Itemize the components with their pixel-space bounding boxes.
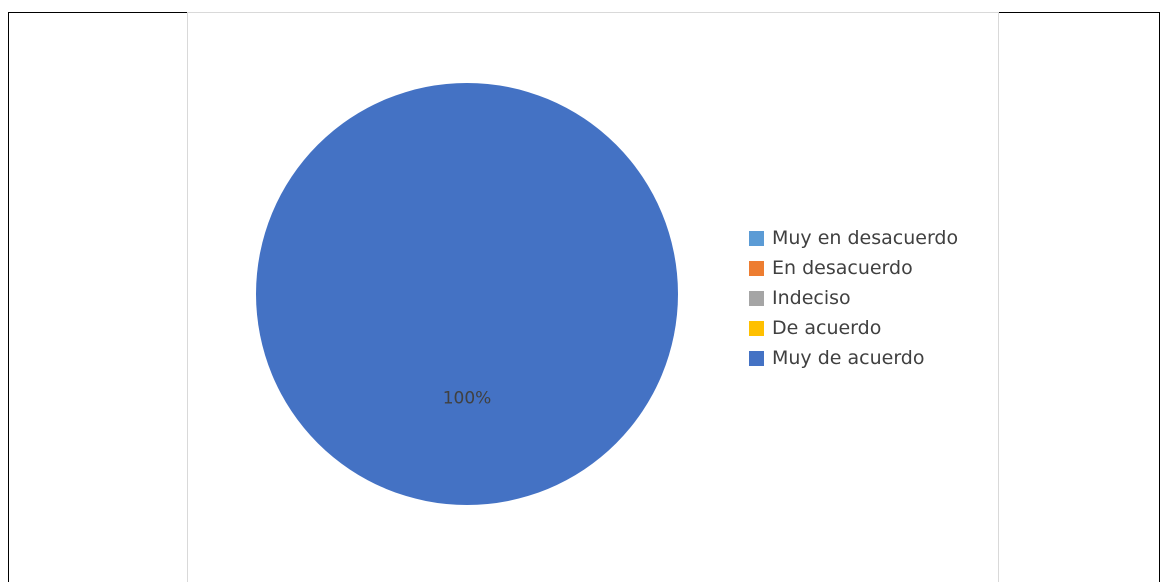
legend-item-muy-de-acuerdo: Muy de acuerdo [749,343,989,373]
legend-swatch [749,290,764,306]
pie-chart: 100% [256,83,678,505]
legend-swatch [749,350,764,366]
legend-item-en-desacuerdo: En desacuerdo [749,253,989,283]
pie-slice-muy-de-acuerdo [256,83,678,505]
legend-label: Muy en desacuerdo [772,227,959,249]
legend-item-indeciso: Indeciso [749,283,989,313]
legend-label: Muy de acuerdo [772,347,925,369]
legend-swatch [749,260,764,276]
legend: Muy en desacuerdo En desacuerdo Indeciso… [749,223,989,373]
data-label-muy-de-acuerdo: 100% [443,389,492,409]
legend-label: En desacuerdo [772,257,913,279]
legend-swatch [749,320,764,336]
legend-label: Indeciso [772,287,851,309]
legend-label: De acuerdo [772,317,882,339]
legend-swatch [749,230,764,246]
legend-item-muy-en-desacuerdo: Muy en desacuerdo [749,223,989,253]
legend-item-de-acuerdo: De acuerdo [749,313,989,343]
